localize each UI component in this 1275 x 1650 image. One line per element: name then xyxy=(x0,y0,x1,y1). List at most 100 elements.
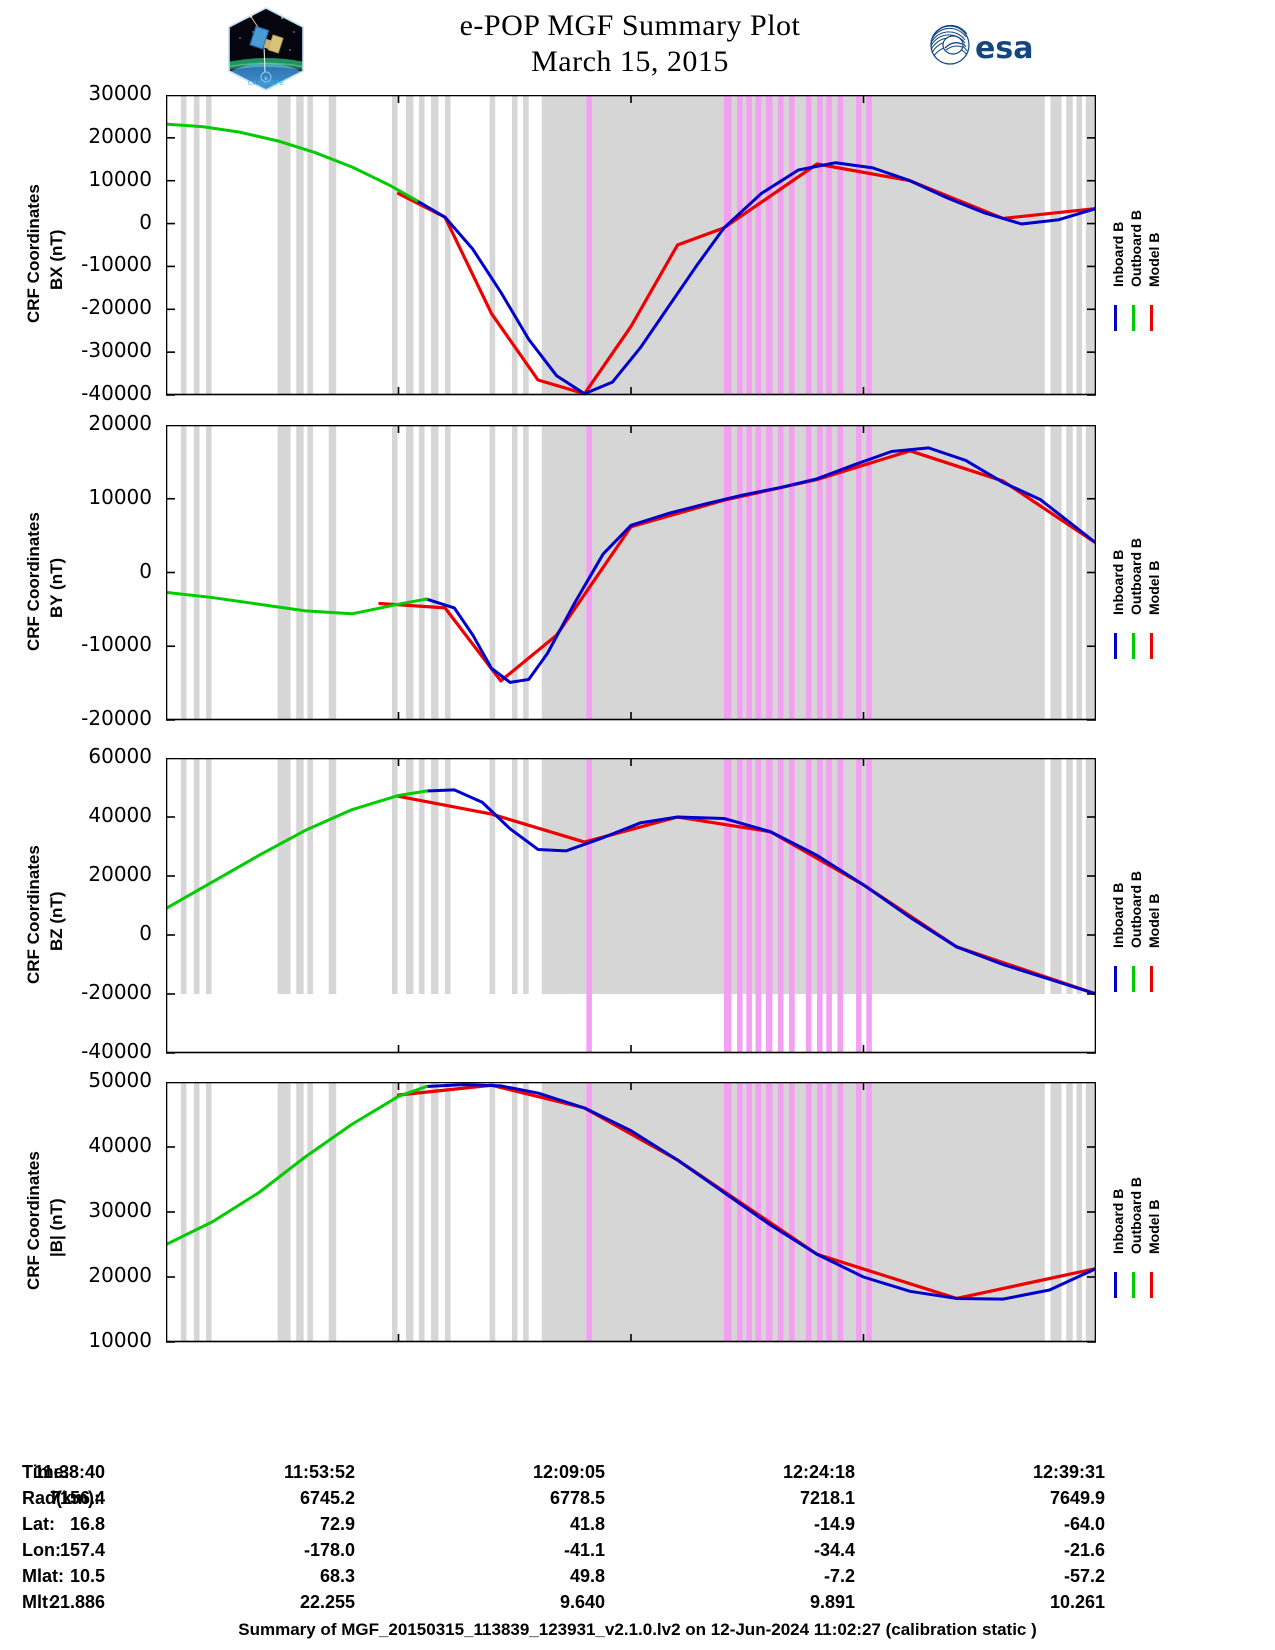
page-header: e CASSIOPE e-POP MGF Summary Plot March … xyxy=(0,0,1275,92)
legend-swatch-inboard-b xyxy=(1114,305,1117,331)
table-row-label: Mlt: xyxy=(22,1592,54,1612)
y-axis-tick-label: -20000 xyxy=(81,295,152,320)
y-axis-tick-label: 60000 xyxy=(88,744,152,768)
table-row-label: Lat: xyxy=(22,1514,55,1534)
table-cell: -41.1 xyxy=(563,1540,605,1560)
series-line-model-b xyxy=(378,449,1096,683)
table-cell: 10.261 xyxy=(1049,1592,1105,1612)
legend-label-inboard-b: Inboard B xyxy=(1110,1188,1126,1254)
series-line-outboard-b xyxy=(166,590,428,616)
y-axis-label-component: BZ (nT) xyxy=(47,891,66,951)
y-axis-tick-label: 50000 xyxy=(88,1068,152,1092)
table-cell: -14.9 xyxy=(813,1514,855,1534)
legend-label-model-b: Model B xyxy=(1146,893,1162,948)
y-axis-label-primary: CRF Coordinates xyxy=(24,184,43,323)
ephemeris-table: Time: 11:38:40 11:53:52 12:09:05 12:24:18 12:… xyxy=(0,1462,1275,1618)
legend-swatch-outboard-b xyxy=(1132,965,1135,992)
table-cell: 6778.5 xyxy=(549,1488,605,1508)
patch-label: CASSIOPE xyxy=(247,79,284,87)
table-cell: -64.0 xyxy=(1063,1514,1105,1534)
y-axis-tick-label: 0 xyxy=(139,921,152,945)
table-row: Rad(km): 7156.4 6745.2 6778.5 7218.1 7649.9 xyxy=(0,1488,1275,1514)
y-axis-tick-label: 20000 xyxy=(88,1263,152,1287)
y-axis-label-component: BY (nT) xyxy=(47,557,66,618)
footer-summary-text: Summary of MGF_20150315_113839_123931_v2… xyxy=(238,1620,1037,1639)
table-cell: 49.8 xyxy=(569,1566,605,1586)
title-date: March 15, 2015 xyxy=(531,45,729,78)
y-axis-tick-label: 40000 xyxy=(88,1133,152,1157)
legend-swatch-outboard-b xyxy=(1132,305,1135,331)
table-cell: 16.8 xyxy=(69,1514,105,1534)
plot-area-bmag xyxy=(166,1082,1096,1343)
table-cell: 12:24:18 xyxy=(782,1462,855,1482)
legend-swatch-model-b xyxy=(1150,1272,1153,1298)
table-row: Lon: 157.4 -178.0 -41.1 -34.4 -21.6 xyxy=(0,1540,1275,1566)
table-cell: 9.891 xyxy=(809,1592,855,1612)
table-cell: -21.6 xyxy=(1063,1540,1105,1560)
esa-logo-icon: esa xyxy=(925,20,1045,70)
legend-swatch-inboard-b xyxy=(1114,965,1117,992)
series-line-inboard-b xyxy=(424,446,1096,684)
series-line-outboard-b xyxy=(166,122,419,203)
series-line-outboard-b xyxy=(166,1085,428,1246)
y-axis-tick-label: -10000 xyxy=(81,632,152,657)
table-cell: 41.8 xyxy=(569,1514,605,1534)
legend-label-outboard-b: Outboard B xyxy=(1128,210,1144,287)
y-axis-tick-label: -20000 xyxy=(81,980,152,1004)
y-axis-tick-label: 20000 xyxy=(88,862,152,886)
table-cell: 6745.2 xyxy=(299,1488,355,1508)
y-axis-tick-label: 30000 xyxy=(88,81,152,105)
table-row: Time: 11:38:40 11:53:52 12:09:05 12:24:18 12:… xyxy=(0,1462,1275,1488)
legend-swatch-model-b xyxy=(1150,305,1153,331)
table-cell: -178.0 xyxy=(303,1540,355,1560)
table-cell: 7218.1 xyxy=(799,1488,855,1508)
table-cell: 21.886 xyxy=(49,1592,105,1612)
legend-label-model-b: Model B xyxy=(1146,1199,1162,1254)
y-axis-label-primary: CRF Coordinates xyxy=(24,844,43,984)
cassiope-mission-patch-icon: e CASSIOPE xyxy=(222,5,310,93)
series-line-inboard-b xyxy=(424,1083,1096,1301)
table-row: Mlt: 21.886 22.255 9.640 9.891 10.261 xyxy=(0,1592,1275,1618)
table-cell: -34.4 xyxy=(813,1540,855,1560)
y-axis-tick-label: 0 xyxy=(139,558,152,583)
legend-label-inboard-b: Inboard B xyxy=(1110,549,1126,615)
esa-wordmark: esa xyxy=(975,31,1033,66)
table-cell: 10.5 xyxy=(69,1566,105,1586)
legend-swatch-inboard-b xyxy=(1114,1272,1117,1298)
plot-area-bx xyxy=(166,95,1096,396)
y-axis-tick-label: -40000 xyxy=(81,381,152,405)
y-axis-label-primary: CRF Coordinates xyxy=(24,511,43,651)
y-axis-tick-label: 30000 xyxy=(88,1198,152,1222)
table-cell: 68.3 xyxy=(319,1566,355,1586)
table-cell: -7.2 xyxy=(823,1566,855,1586)
legend-swatch-outboard-b xyxy=(1132,632,1135,659)
table-row: Mlat: 10.5 68.3 49.8 -7.2 -57.2 xyxy=(0,1566,1275,1592)
table-row-label: Lon: xyxy=(22,1540,61,1560)
table-cell: 7156.4 xyxy=(49,1488,105,1508)
table-cell: 9.640 xyxy=(559,1592,605,1612)
legend-label-inboard-b: Inboard B xyxy=(1110,882,1126,948)
table-cell: 22.255 xyxy=(299,1592,355,1612)
y-axis-tick-label: -40000 xyxy=(81,1039,152,1063)
y-axis-tick-label: 0 xyxy=(139,209,152,234)
table-row-label: Rad(km): xyxy=(22,1488,101,1508)
legend-swatch-inboard-b xyxy=(1114,632,1117,659)
y-axis-tick-label: -30000 xyxy=(81,338,152,363)
legend-label-model-b: Model B xyxy=(1146,232,1162,287)
legend-swatch-model-b xyxy=(1150,632,1153,659)
legend-label-outboard-b: Outboard B xyxy=(1128,1177,1144,1254)
table-row-label: Mlat: xyxy=(22,1566,64,1586)
table-cell: 11:53:52 xyxy=(283,1462,355,1482)
y-axis-label-primary: CRF Coordinates xyxy=(24,1151,43,1290)
legend-label-outboard-b: Outboard B xyxy=(1128,537,1144,615)
y-axis-tick-label: 20000 xyxy=(88,411,152,435)
y-axis-label-component: BX (nT) xyxy=(47,229,66,290)
table-cell: 7649.9 xyxy=(1049,1488,1105,1508)
title-main: e-POP MGF Summary Plot xyxy=(459,9,801,42)
legend-label-model-b: Model B xyxy=(1146,560,1162,615)
legend-label-inboard-b: Inboard B xyxy=(1110,221,1126,287)
table-cell: 157.4 xyxy=(59,1540,105,1560)
table-cell: 12:09:05 xyxy=(532,1462,605,1482)
y-axis-tick-label: -10000 xyxy=(81,252,152,277)
